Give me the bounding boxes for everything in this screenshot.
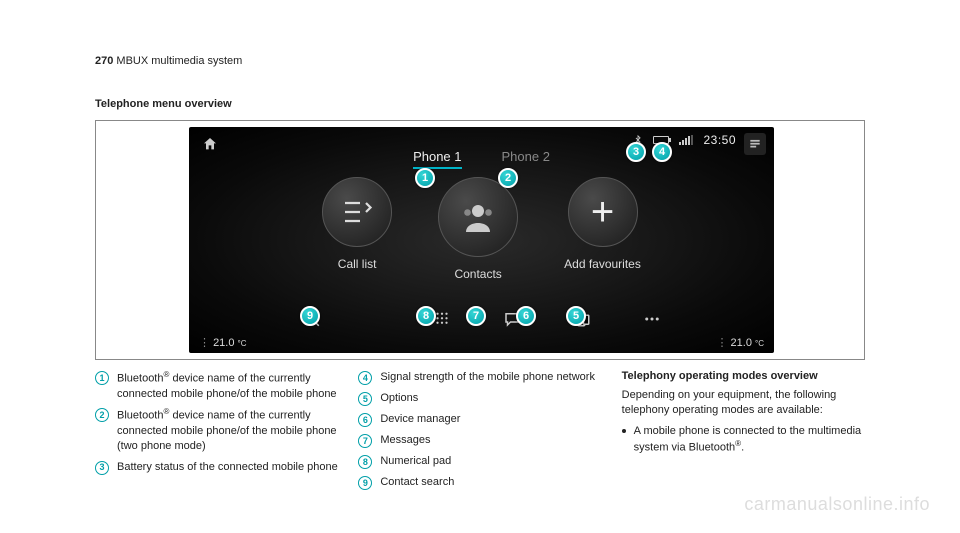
callout-5: 5: [566, 306, 586, 326]
overview-para: Depending on your equipment, the followi…: [622, 388, 865, 418]
temp-right: ⋮ 21.0 °C: [716, 336, 764, 349]
tile-add-favourites[interactable]: + Add favourites: [564, 177, 641, 281]
tab-phone-2[interactable]: Phone 2: [502, 149, 550, 169]
tile-call-list[interactable]: Call list: [322, 177, 392, 281]
callout-4: 4: [652, 142, 672, 162]
legend-text: Bluetooth® device name of the currently …: [117, 407, 338, 453]
legend-item: 2 Bluetooth® device name of the currently…: [95, 407, 338, 453]
legend-number: 8: [358, 455, 372, 469]
overview-col: Telephony operating modes overview Depen…: [622, 370, 865, 496]
tile-label: Contacts: [454, 267, 501, 281]
legend-text: Contact search: [380, 475, 454, 490]
legend-col-2: 4 Signal strength of the mobile phone net…: [358, 370, 601, 496]
main-tiles: Call list Contacts + Add favourites: [189, 177, 774, 281]
legend-text: Battery status of the connected mobile p…: [117, 460, 338, 475]
watermark: carmanualsonline.info: [744, 494, 930, 515]
add-favourites-icon: +: [568, 177, 638, 247]
legend-item: 5 Options: [358, 391, 601, 406]
legend-number: 4: [358, 371, 372, 385]
status-bar: 23:50: [633, 133, 736, 147]
legend-item: 6 Device manager: [358, 412, 601, 427]
callout-9: 9: [300, 306, 320, 326]
bullet-dot-icon: [622, 429, 626, 433]
legend-number: 2: [95, 408, 109, 422]
tile-contacts[interactable]: Contacts: [438, 177, 518, 281]
legend-col-1: 1 Bluetooth® device name of the currently…: [95, 370, 338, 496]
contacts-icon: [438, 177, 518, 257]
phone-tabs: Phone 1 Phone 2: [189, 149, 774, 169]
clock: 23:50: [703, 133, 736, 147]
legend-number: 3: [95, 461, 109, 475]
legend-text: Messages: [380, 433, 430, 448]
overview-bullet-text: A mobile phone is connected to the multi…: [634, 424, 865, 455]
plus-icon: +: [591, 192, 614, 232]
callout-1: 1: [415, 168, 435, 188]
legend-number: 6: [358, 413, 372, 427]
legend-text: Bluetooth® device name of the currently …: [117, 370, 338, 401]
legend-item: 9 Contact search: [358, 475, 601, 490]
temp-unit: °C: [755, 339, 764, 348]
legend-text: Options: [380, 391, 418, 406]
legend-number: 7: [358, 434, 372, 448]
tile-label: Call list: [338, 257, 377, 271]
legend-item: 7 Messages: [358, 433, 601, 448]
signal-icon: [679, 135, 693, 145]
legend-item: 8 Numerical pad: [358, 454, 601, 469]
page-section: MBUX multimedia system: [116, 55, 242, 67]
legend-text: Device manager: [380, 412, 460, 427]
temp-left-value: 21.0: [213, 337, 234, 349]
temp-left: ⋮ 21.0 °C: [199, 336, 247, 349]
legend-item: 1 Bluetooth® device name of the currently…: [95, 370, 338, 401]
legend-number: 5: [358, 392, 372, 406]
callout-7: 7: [466, 306, 486, 326]
legend-columns: 1 Bluetooth® device name of the currently…: [95, 370, 865, 496]
overview-bullet: A mobile phone is connected to the multi…: [622, 424, 865, 455]
legend-number: 1: [95, 371, 109, 385]
tile-label: Add favourites: [564, 257, 641, 271]
temp-unit: °C: [238, 339, 247, 348]
legend-item: 3 Battery status of the connected mobile …: [95, 460, 338, 475]
callout-3: 3: [626, 142, 646, 162]
options-icon[interactable]: [642, 309, 662, 329]
legend-text: Numerical pad: [380, 454, 451, 469]
page-number: 270: [95, 55, 113, 67]
legend-text: Signal strength of the mobile phone netw…: [380, 370, 595, 385]
callout-2: 2: [498, 168, 518, 188]
call-list-icon: [322, 177, 392, 247]
temp-right-value: 21.0: [731, 337, 752, 349]
callout-6: 6: [516, 306, 536, 326]
page-header: 270 MBUX multimedia system: [95, 55, 242, 67]
legend-item: 4 Signal strength of the mobile phone net…: [358, 370, 601, 385]
legend-number: 9: [358, 476, 372, 490]
overview-heading: Telephony operating modes overview: [622, 370, 865, 382]
subheading: Telephone menu overview: [95, 98, 232, 110]
tab-phone-1[interactable]: Phone 1: [413, 149, 461, 169]
callout-8: 8: [416, 306, 436, 326]
